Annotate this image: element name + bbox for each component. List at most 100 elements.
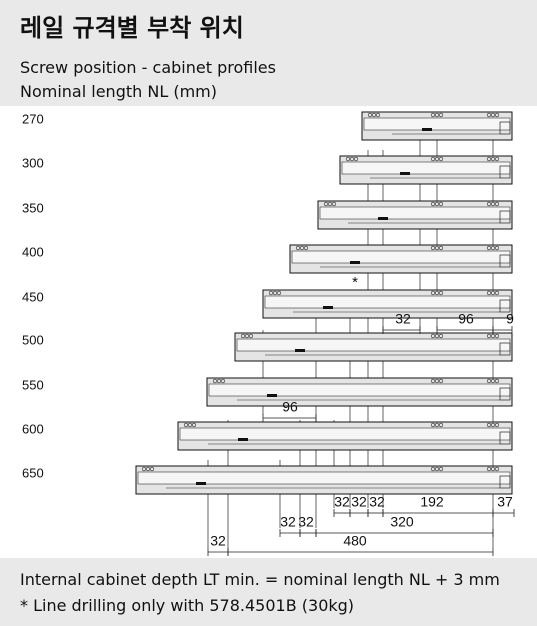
screw-hole — [323, 201, 329, 207]
screw-hole — [438, 112, 444, 118]
rail-inner — [208, 383, 511, 397]
screw-hole — [438, 333, 444, 339]
screw-hole — [494, 245, 500, 251]
dimension-label: 32 — [210, 533, 226, 549]
screw-hole — [434, 112, 440, 118]
screw-hole — [438, 290, 444, 296]
rail-end — [499, 299, 511, 313]
screw-hole — [434, 466, 440, 472]
dimension-label: 480 — [343, 533, 367, 549]
dimension-label: 320 — [390, 514, 414, 530]
screw-hole — [327, 201, 333, 207]
screw-hole — [367, 112, 373, 118]
screw-hole — [494, 290, 500, 296]
rail-end — [499, 165, 511, 179]
screw-hole — [490, 245, 496, 251]
screw-hole — [486, 112, 492, 118]
row-label: 500 — [22, 332, 44, 347]
row-label: 450 — [22, 289, 44, 304]
screw-hole — [486, 290, 492, 296]
rail-slot — [378, 217, 388, 220]
screw-hole — [494, 112, 500, 118]
screw-hole — [295, 245, 301, 251]
dimension-label: 32 — [298, 514, 314, 530]
row-label: 600 — [22, 421, 44, 436]
screw-hole — [434, 333, 440, 339]
screw-hole — [353, 156, 359, 162]
dimension-label: 37 — [497, 494, 513, 510]
screw-hole — [141, 466, 147, 472]
screw-hole — [494, 201, 500, 207]
screw-hole — [434, 156, 440, 162]
subtitle: Nominal length NL (mm) — [20, 82, 217, 101]
rail-inner — [236, 338, 511, 352]
dimension-label: 96 — [458, 311, 474, 327]
subtitle: Screw position - cabinet profiles — [20, 58, 276, 77]
screw-hole — [220, 378, 226, 384]
screw-hole — [490, 378, 496, 384]
star: * — [352, 274, 358, 291]
row-label: 550 — [22, 377, 44, 392]
dimension-label: 32 — [334, 494, 350, 510]
rail-slot — [295, 349, 305, 352]
screw-hole — [299, 245, 305, 251]
screw-hole — [434, 422, 440, 428]
screw-hole — [430, 422, 436, 428]
screw-hole — [303, 245, 309, 251]
screw-hole — [430, 333, 436, 339]
rail-slot — [350, 261, 360, 264]
screw-hole — [430, 201, 436, 207]
row-label: 400 — [22, 244, 44, 259]
screw-hole — [430, 290, 436, 296]
footer-note: * Line drilling only with 578.4501B (30k… — [20, 596, 355, 615]
rail-inner — [363, 117, 511, 131]
dimension-label: 32 — [351, 494, 367, 510]
screw-hole — [244, 333, 250, 339]
screw-hole — [434, 378, 440, 384]
screw-hole — [345, 156, 351, 162]
rail-inner — [319, 206, 511, 220]
screw-hole — [438, 466, 444, 472]
dimension-label: 32 — [280, 514, 296, 530]
screw-hole — [331, 201, 337, 207]
screw-hole — [486, 201, 492, 207]
screw-hole — [490, 333, 496, 339]
row-label: 300 — [22, 155, 44, 170]
screw-hole — [191, 422, 197, 428]
screw-hole — [438, 201, 444, 207]
screw-hole — [486, 422, 492, 428]
rail-inner — [137, 471, 511, 485]
rail-inner — [179, 427, 511, 441]
screw-hole — [430, 245, 436, 251]
dimension-label: 32 — [395, 311, 411, 327]
rail-end — [499, 342, 511, 356]
screw-hole — [494, 466, 500, 472]
dimension-label: 9 — [506, 311, 514, 327]
screw-hole — [430, 156, 436, 162]
title: 레일 규격별 부착 위치 — [20, 14, 244, 42]
footer — [0, 558, 537, 626]
screw-hole — [216, 378, 222, 384]
screw-hole — [486, 156, 492, 162]
screw-hole — [430, 112, 436, 118]
rail-slot — [267, 394, 277, 397]
dimension-label: 32 — [369, 494, 385, 510]
screw-hole — [490, 466, 496, 472]
screw-hole — [486, 466, 492, 472]
screw-hole — [490, 290, 496, 296]
screw-hole — [248, 333, 254, 339]
screw-hole — [268, 290, 274, 296]
screw-hole — [145, 466, 151, 472]
dimension-label: 192 — [420, 494, 444, 510]
screw-hole — [375, 112, 381, 118]
screw-hole — [149, 466, 155, 472]
dimension-label: 96 — [282, 399, 298, 415]
screw-hole — [438, 245, 444, 251]
screw-hole — [494, 422, 500, 428]
screw-hole — [486, 245, 492, 251]
screw-hole — [349, 156, 355, 162]
screw-hole — [490, 201, 496, 207]
screw-hole — [438, 378, 444, 384]
screw-hole — [490, 156, 496, 162]
